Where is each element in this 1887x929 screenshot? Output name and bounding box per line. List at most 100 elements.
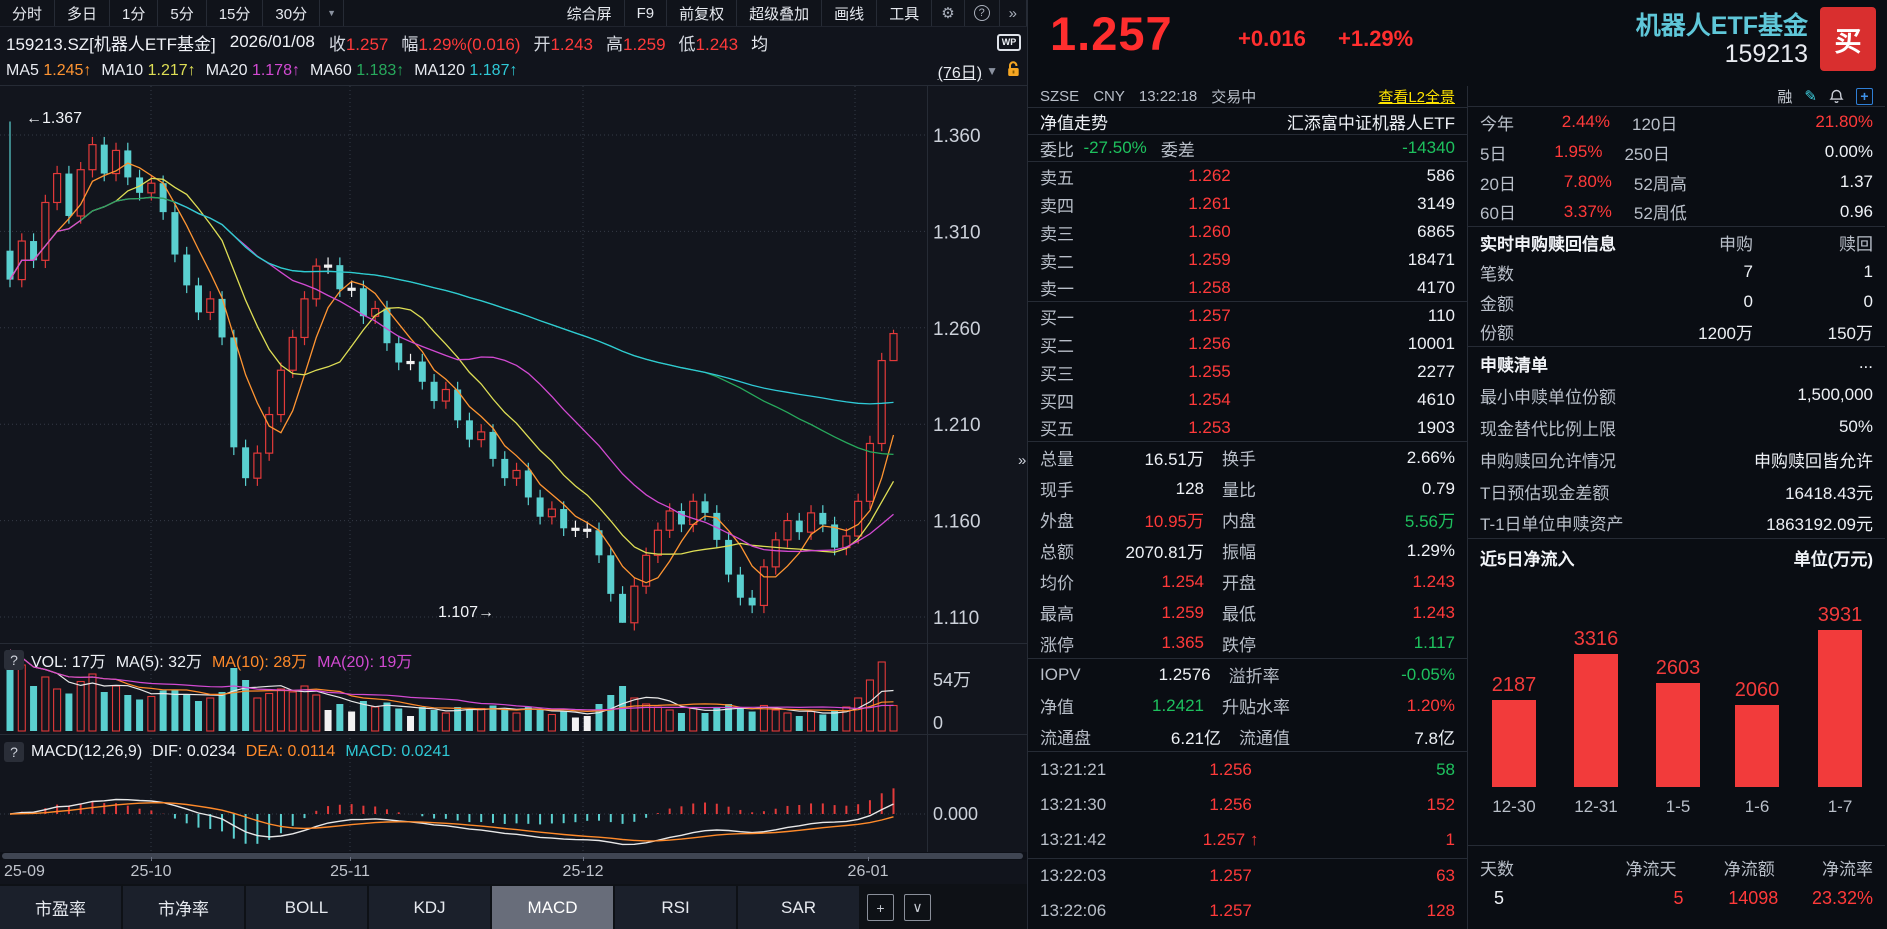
- l2-link[interactable]: 查看L2全景: [1378, 89, 1455, 106]
- level-label: 买二: [1040, 336, 1074, 356]
- tab-macd[interactable]: MACD: [492, 886, 613, 929]
- add-watchlist-icon[interactable]: +: [1856, 87, 1873, 105]
- timeframe-button-4[interactable]: 5分: [158, 0, 207, 26]
- volume-help-icon[interactable]: ?: [4, 650, 24, 670]
- svg-text:1.160: 1.160: [933, 512, 981, 533]
- nav-trend-row[interactable]: 净值走势 汇添富中证机器人ETF: [1028, 108, 1467, 135]
- stat-label-2: 溢折率: [1228, 667, 1280, 686]
- level-label: 买一: [1040, 308, 1074, 328]
- level-label: 卖一: [1040, 280, 1074, 299]
- edit-pencil-icon[interactable]: ✎: [1804, 88, 1817, 105]
- stat-value-2: 0.79: [1421, 478, 1455, 498]
- weicha-value: -14340: [1402, 138, 1455, 157]
- list-label: T日预估现金差额: [1480, 483, 1610, 503]
- kline-chart-area[interactable]: 1.360 1.310 1.260 1.210 1.160 1.110 54万 0 0.000 …: [0, 86, 1028, 852]
- tick-time: 13:22:03: [1040, 866, 1107, 886]
- timeframe-button-2[interactable]: 多日: [55, 0, 111, 26]
- tab-市盈率[interactable]: 市盈率: [0, 886, 121, 929]
- timeframe-button-3[interactable]: 1分: [110, 0, 159, 26]
- ask-row-2[interactable]: 卖四 1.261 3149: [1028, 190, 1467, 218]
- flow-bar: [1735, 705, 1779, 787]
- timeframe-button-6[interactable]: 30分: [263, 0, 321, 26]
- toolbar-button-6[interactable]: 工具: [877, 0, 933, 26]
- stat-value-2: -0.05%: [1401, 664, 1455, 684]
- bid-row-3[interactable]: 买三 1.255 2277: [1028, 358, 1467, 386]
- toolbar-button-3[interactable]: 前复权: [667, 0, 738, 26]
- perf-label: 5日: [1480, 144, 1507, 164]
- nav-trend-label: 净值走势: [1040, 113, 1108, 133]
- stat-row-4: 总额 2070.81万 振幅 1.29%: [1028, 535, 1467, 566]
- ma-value: 1.187↑: [469, 62, 518, 79]
- x-axis-label-25-10: 25-10: [130, 863, 172, 880]
- quote-field-label: 收: [328, 34, 346, 54]
- ask-row-5[interactable]: 卖一 1.258 4170: [1028, 274, 1467, 302]
- macd-dif: DIF: 0.0234: [152, 743, 236, 760]
- stat-row-7: 涨停 1.365 跌停 1.117: [1028, 628, 1467, 659]
- stat-row-10: 流通盘 6.21亿 流通值 7.8亿: [1028, 721, 1467, 752]
- tick-time: 13:21:21: [1040, 759, 1107, 779]
- list-section-title: 申赎清单: [1480, 355, 1548, 375]
- toolbar-button-1[interactable]: 综合屏: [555, 0, 625, 26]
- toolbar-button-4[interactable]: 超级叠加: [737, 0, 823, 26]
- volume-ma10: MA(10): 28万: [211, 654, 308, 671]
- fund-info-panel: 融 ✎ + 今年 2.44% 120日 21.80% 5日 1.95% 250日 0.00% 20日 7…: [1468, 86, 1885, 929]
- stat-value: 2070.81万: [1125, 543, 1204, 562]
- bid-row-2[interactable]: 买二 1.256 10001: [1028, 330, 1467, 358]
- ask-row-3[interactable]: 卖三 1.260 6865: [1028, 218, 1467, 246]
- bid-row-4[interactable]: 买四 1.254 4610: [1028, 386, 1467, 414]
- add-indicator-icon[interactable]: +: [867, 894, 894, 921]
- tab-boll[interactable]: BOLL: [246, 886, 367, 929]
- weibi-label: 委比: [1040, 140, 1074, 160]
- period-selector[interactable]: (76日): [937, 65, 983, 82]
- bid-row-5[interactable]: 买五 1.253 1903: [1028, 414, 1467, 442]
- rt-redeem-value: 0: [1863, 292, 1873, 311]
- period-caret-icon[interactable]: ▼: [986, 64, 998, 78]
- rt-col-redeem: 赎回: [1839, 234, 1873, 254]
- tab-sar[interactable]: SAR: [738, 886, 859, 929]
- tab-rsi[interactable]: RSI: [615, 886, 736, 929]
- timeframe-dropdown-caret-icon[interactable]: ▼: [320, 0, 345, 26]
- ask-row-4[interactable]: 卖二 1.259 18471: [1028, 246, 1467, 274]
- flow-footer: 天数 净流天 净流额 净流率 5 5 14098 23.32%: [1468, 845, 1885, 929]
- help-icon[interactable]: ?: [965, 0, 1000, 26]
- tick-price: 1.256: [1209, 759, 1252, 779]
- svg-text:0: 0: [933, 713, 943, 733]
- panel-collapse-handle[interactable]: »: [1018, 452, 1027, 469]
- ask-row-1[interactable]: 卖五 1.262 586: [1028, 162, 1467, 190]
- stat-label-2: 开盘: [1222, 574, 1256, 593]
- wp-monitor-icon[interactable]: WP: [997, 33, 1021, 51]
- macd-help-icon[interactable]: ?: [4, 742, 24, 762]
- timeframe-button-5[interactable]: 15分: [207, 0, 264, 26]
- ma-legend-ma5: MA5 1.245↑: [6, 62, 91, 80]
- kline-chart-svg[interactable]: 1.360 1.310 1.260 1.210 1.160 1.110 54万 0 0.000: [0, 86, 1028, 852]
- settings-gear-icon[interactable]: ⚙: [932, 0, 965, 26]
- x-axis-label-25-09: 25-09: [4, 863, 45, 880]
- tab-kdj[interactable]: KDJ: [369, 886, 490, 929]
- chart-scrollbar[interactable]: [2, 853, 1023, 859]
- macd-value: MACD: 0.0241: [345, 743, 451, 760]
- stat-value-2: 1.20%: [1406, 695, 1455, 715]
- bid-row-1[interactable]: 买一 1.257 110: [1028, 302, 1467, 330]
- tab-市净率[interactable]: 市净率: [123, 886, 244, 929]
- stat-label-2: 振幅: [1222, 543, 1256, 562]
- toolbar-button-2[interactable]: F9: [625, 0, 668, 26]
- stat-row-3: 外盘 10.95万 内盘 5.56万: [1028, 504, 1467, 535]
- alert-bell-icon[interactable]: [1829, 89, 1844, 104]
- buy-button[interactable]: 买: [1820, 7, 1876, 71]
- stat-label-2: 跌停: [1222, 635, 1256, 655]
- indicator-dropdown-icon[interactable]: ∨: [904, 894, 931, 921]
- unlock-icon[interactable]: [1006, 60, 1021, 83]
- plus-box: +: [1856, 87, 1873, 105]
- stat-label: 净值: [1040, 698, 1074, 717]
- toolbar-button-5[interactable]: 画线: [822, 0, 878, 26]
- stat-label: 外盘: [1040, 512, 1074, 531]
- stat-row-6: 最高 1.259 最低 1.243: [1028, 597, 1467, 628]
- level-price: 1.256: [1188, 334, 1231, 353]
- quote-field-label: 幅: [401, 34, 419, 54]
- list-more-button[interactable]: ...: [1858, 353, 1873, 372]
- tick-time: 13:21:42: [1040, 830, 1107, 849]
- toolbar-more-icon[interactable]: »: [1000, 0, 1027, 26]
- tick-price: 1.257: [1209, 866, 1252, 886]
- timeframe-button-1[interactable]: 分时: [0, 0, 56, 26]
- list-value: 1863192.09元: [1766, 515, 1873, 534]
